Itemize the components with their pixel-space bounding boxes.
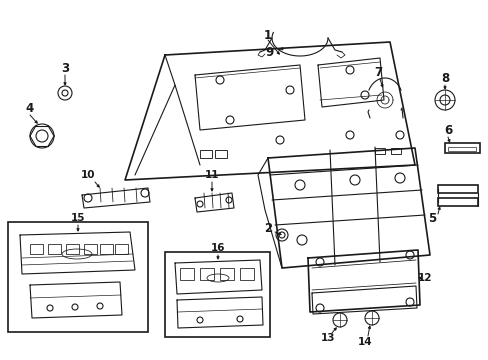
Text: 10: 10 bbox=[81, 170, 95, 180]
Bar bbox=[444, 143, 479, 153]
Text: 16: 16 bbox=[210, 243, 225, 253]
Text: 14: 14 bbox=[357, 337, 371, 347]
Bar bbox=[115, 244, 128, 254]
Bar bbox=[30, 244, 43, 254]
Bar bbox=[240, 268, 253, 280]
Bar bbox=[100, 244, 113, 254]
Bar bbox=[180, 268, 194, 280]
Bar bbox=[437, 198, 477, 206]
Text: 2: 2 bbox=[264, 221, 271, 234]
Bar bbox=[200, 268, 214, 280]
Text: 5: 5 bbox=[427, 212, 435, 225]
Bar bbox=[390, 148, 400, 154]
Text: 9: 9 bbox=[265, 45, 274, 59]
Bar bbox=[8, 222, 148, 332]
Bar bbox=[84, 244, 97, 254]
Bar bbox=[164, 252, 269, 337]
Bar bbox=[447, 147, 475, 151]
Text: 8: 8 bbox=[440, 72, 448, 85]
Bar bbox=[220, 268, 234, 280]
Text: 3: 3 bbox=[61, 62, 69, 75]
Text: 6: 6 bbox=[443, 123, 451, 136]
Text: 7: 7 bbox=[373, 66, 381, 78]
Bar bbox=[48, 244, 61, 254]
Bar bbox=[200, 150, 212, 158]
Bar bbox=[437, 185, 477, 193]
Text: 4: 4 bbox=[26, 102, 34, 114]
Bar bbox=[374, 148, 384, 154]
Bar bbox=[215, 150, 226, 158]
Text: 11: 11 bbox=[204, 170, 219, 180]
Text: 12: 12 bbox=[417, 273, 431, 283]
Bar bbox=[66, 244, 79, 254]
Text: 15: 15 bbox=[71, 213, 85, 223]
Text: 13: 13 bbox=[320, 333, 335, 343]
Text: 1: 1 bbox=[264, 28, 271, 41]
